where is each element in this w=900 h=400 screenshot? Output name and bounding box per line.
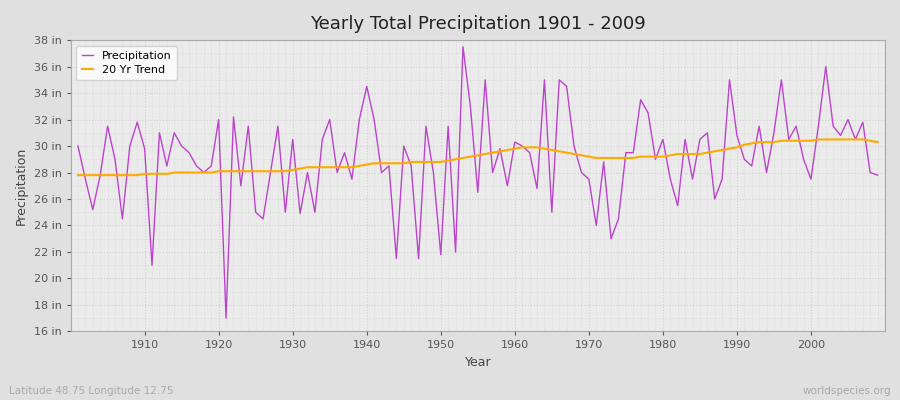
20 Yr Trend (872, 140, 883, 144)
Precipitation (457, 44, 468, 49)
Precipitation (220, 316, 231, 320)
Precipitation (346, 177, 357, 182)
20 Yr Trend (339, 165, 350, 170)
20 Yr Trend (131, 173, 142, 178)
Precipitation (73, 144, 84, 148)
Title: Yearly Total Precipitation 1901 - 2009: Yearly Total Precipitation 1901 - 2009 (310, 15, 645, 33)
Y-axis label: Precipitation: Precipitation (15, 147, 28, 225)
20 Yr Trend (502, 148, 513, 152)
Line: 20 Yr Trend: 20 Yr Trend (78, 140, 878, 175)
Precipitation (613, 216, 624, 221)
Text: worldspecies.org: worldspecies.org (803, 386, 891, 396)
Precipitation (302, 170, 313, 175)
Legend: Precipitation, 20 Yr Trend: Precipitation, 20 Yr Trend (76, 46, 177, 80)
Precipitation (517, 144, 527, 148)
20 Yr Trend (73, 173, 84, 178)
Text: Latitude 48.75 Longitude 12.75: Latitude 48.75 Longitude 12.75 (9, 386, 174, 396)
20 Yr Trend (813, 137, 824, 142)
Precipitation (524, 150, 535, 155)
20 Yr Trend (294, 166, 305, 171)
Precipitation (872, 173, 883, 178)
X-axis label: Year: Year (464, 356, 491, 369)
20 Yr Trend (509, 146, 520, 151)
Line: Precipitation: Precipitation (78, 47, 878, 318)
Precipitation (131, 120, 142, 125)
20 Yr Trend (598, 156, 609, 160)
